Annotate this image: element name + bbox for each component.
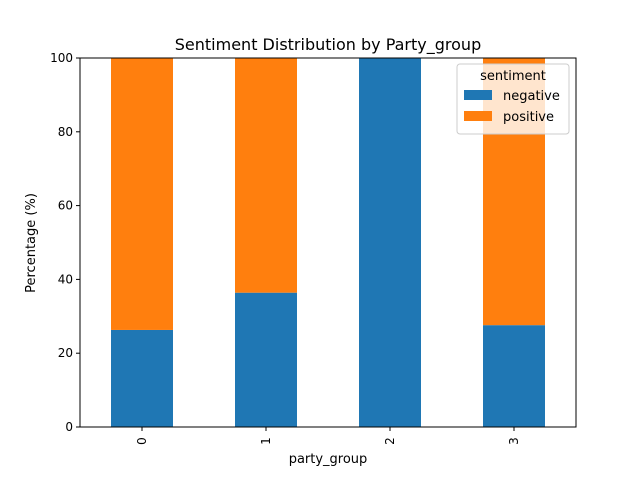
- legend-swatch-negative: [464, 90, 492, 100]
- bar-negative-1: [235, 292, 297, 427]
- bar-negative-3: [483, 325, 545, 427]
- y-tick-label: 60: [58, 199, 73, 213]
- bar-negative-2: [359, 58, 421, 427]
- y-tick-label: 80: [58, 125, 73, 139]
- chart-title: Sentiment Distribution by Party_group: [175, 35, 481, 55]
- y-axis-ticks: 0 20 40 60 80 100: [50, 51, 80, 434]
- y-tick-label: 100: [50, 51, 73, 65]
- x-axis-label: party_group: [289, 452, 368, 467]
- y-axis-label: Percentage (%): [24, 193, 39, 293]
- y-tick-label: 0: [65, 420, 73, 434]
- legend-swatch-positive: [464, 111, 492, 121]
- bar-positive-1: [235, 58, 297, 293]
- legend: sentiment negative positive: [456, 63, 570, 135]
- x-tick-label: 1: [259, 437, 273, 445]
- y-tick-label: 40: [58, 272, 73, 286]
- legend-title: sentiment: [480, 69, 546, 84]
- axes-frame: [79, 57, 577, 428]
- legend-label-positive: positive: [503, 110, 554, 125]
- x-axis-ticks: 0 1 2 3: [135, 427, 521, 445]
- x-tick-label: 2: [383, 437, 397, 445]
- x-tick-label: 3: [507, 437, 521, 445]
- plot-area: [79, 57, 577, 428]
- x-tick-label: 0: [135, 437, 149, 445]
- y-tick-label: 20: [58, 346, 73, 360]
- legend-label-negative: negative: [503, 89, 560, 104]
- bar-positive-0: [111, 58, 173, 330]
- bar-negative-0: [111, 329, 173, 427]
